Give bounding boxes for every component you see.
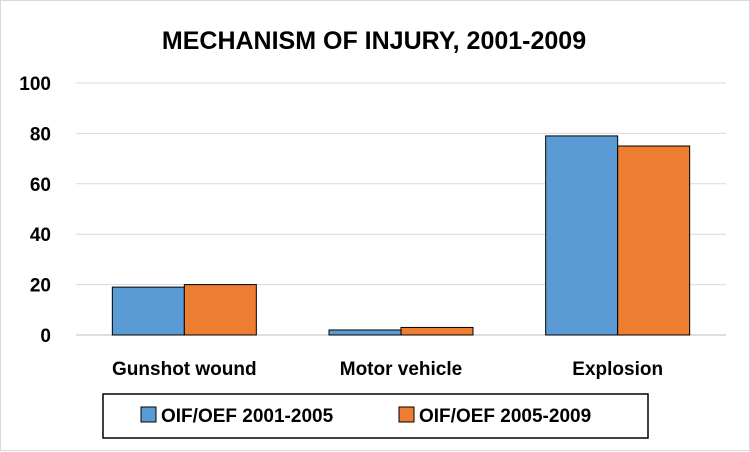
legend: OIF/OEF 2001-2005 OIF/OEF 2005-2009 (102, 393, 649, 439)
bar (617, 145, 691, 336)
y-tick-label: 20 (30, 276, 51, 297)
x-category-label: Gunshot wound (112, 359, 257, 380)
y-tick-label: 40 (30, 225, 51, 246)
bar (183, 284, 257, 336)
x-axis: Gunshot wound Motor vehicle Explosion (112, 359, 663, 380)
bars (111, 135, 691, 336)
y-tick-label: 60 (30, 175, 51, 196)
y-axis: 0 20 40 60 80 100 (19, 74, 51, 347)
bar (400, 326, 474, 336)
bar (328, 329, 402, 336)
legend-swatch-series-2 (398, 406, 415, 423)
y-tick-label: 0 (40, 326, 51, 347)
x-category-label: Explosion (572, 359, 663, 380)
legend-box (102, 393, 649, 439)
x-category-label: Motor vehicle (340, 359, 462, 380)
bar (111, 286, 185, 336)
chart-title: MECHANISM OF INJURY, 2001-2009 (162, 27, 586, 55)
y-tick-label: 80 (30, 124, 51, 145)
legend-label-series-1: OIF/OEF 2001-2005 (161, 406, 334, 427)
legend-swatch-series-1 (140, 406, 157, 423)
y-tick-label: 100 (19, 74, 51, 95)
bar (545, 135, 619, 336)
legend-label-series-2: OIF/OEF 2005-2009 (419, 406, 591, 427)
